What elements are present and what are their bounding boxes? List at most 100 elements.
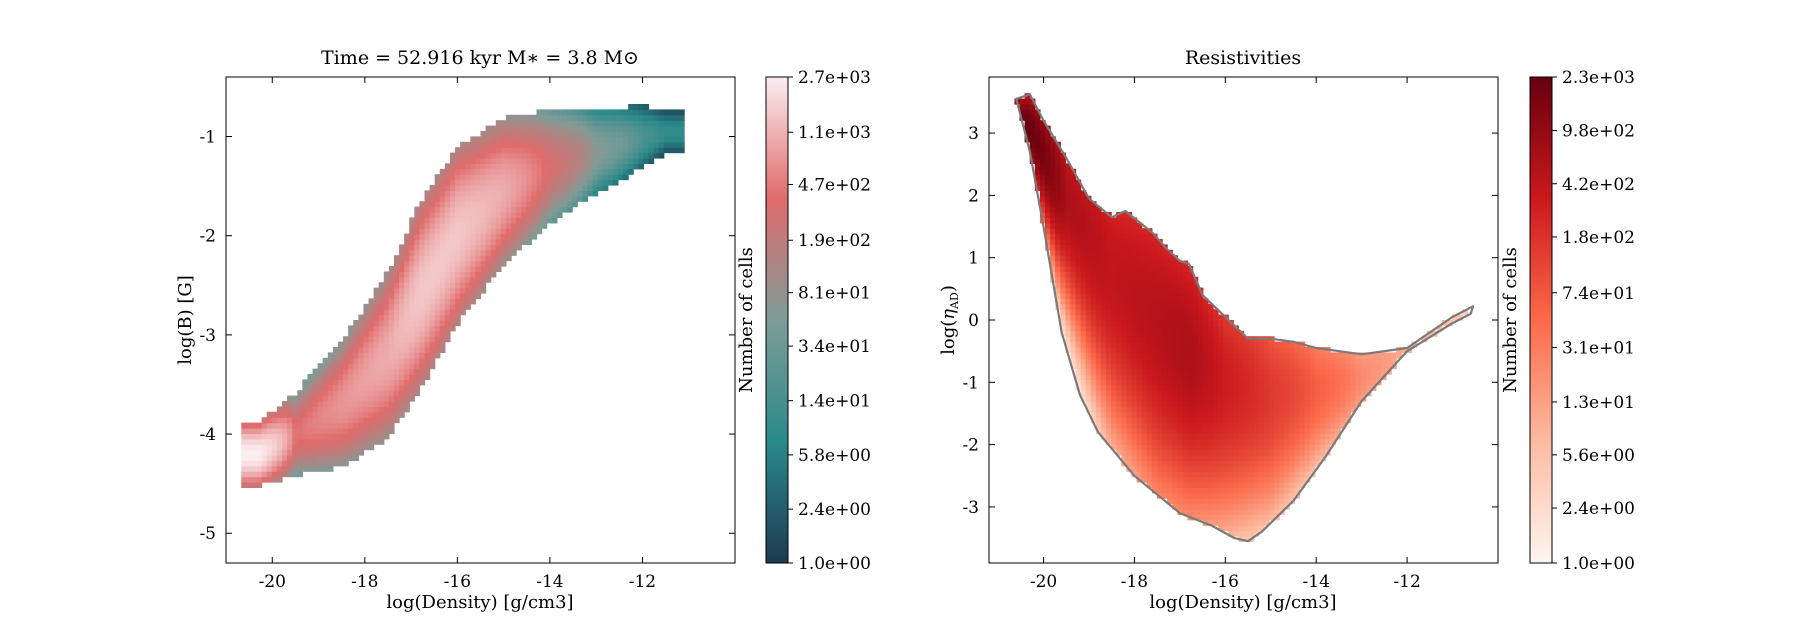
- heatmap-cell: [378, 368, 385, 375]
- heatmap-cell: [1238, 471, 1245, 478]
- heatmap-cell: [1304, 422, 1311, 429]
- heatmap-cell: [1365, 379, 1372, 386]
- heatmap-cell: [363, 401, 370, 407]
- heatmap-cell: [531, 114, 538, 121]
- heatmap-cell: [485, 244, 492, 251]
- heatmap-cell: [449, 168, 456, 175]
- heatmap-cell: [393, 282, 400, 289]
- heatmap-cell: [1299, 368, 1306, 375]
- heatmap-cell: [1100, 363, 1107, 370]
- heatmap-cell: [516, 212, 522, 218]
- heatmap-cell: [1034, 136, 1041, 143]
- heatmap-cell: [1116, 276, 1122, 283]
- heatmap-cell: [546, 195, 553, 202]
- heatmap-cell: [1100, 303, 1107, 310]
- heatmap-cell: [1182, 282, 1189, 289]
- heatmap-cell: [343, 422, 349, 429]
- heatmap-cell: [1090, 276, 1097, 283]
- heatmap-cell: [297, 417, 303, 424]
- heatmap-cell: [516, 152, 522, 159]
- heatmap-cell: [1284, 341, 1290, 348]
- heatmap-cell: [1253, 401, 1260, 407]
- heatmap-cell: [1156, 411, 1163, 418]
- heatmap-cell: [536, 158, 543, 164]
- heatmap-cell: [1314, 384, 1321, 391]
- heatmap-cell: [1289, 428, 1295, 434]
- heatmap-cell: [623, 163, 629, 170]
- heatmap-cell: [1156, 438, 1163, 445]
- heatmap-cell: [1360, 390, 1367, 397]
- heatmap-cell: [480, 212, 487, 218]
- heatmap-cell: [1167, 368, 1173, 375]
- heatmap-cell: [353, 433, 359, 440]
- heatmap-cell: [1192, 282, 1199, 289]
- heatmap-cell: [1126, 244, 1133, 251]
- heatmap-cell: [1355, 379, 1362, 386]
- heatmap-cell: [1080, 309, 1087, 316]
- heatmap-cell: [1253, 525, 1260, 532]
- heatmap-cell: [1319, 384, 1326, 391]
- heatmap-cell: [266, 476, 273, 483]
- heatmap-cell: [1228, 514, 1234, 521]
- heatmap-cell: [465, 185, 471, 191]
- heatmap-cell: [1070, 271, 1077, 278]
- heatmap-cell: [1116, 401, 1122, 407]
- heatmap-cell: [1228, 411, 1234, 418]
- heatmap-cell: [1228, 336, 1234, 343]
- heatmap-cell: [1212, 341, 1219, 348]
- heatmap-cell: [1233, 411, 1240, 418]
- heatmap-cell: [363, 395, 370, 402]
- heatmap-cell: [597, 120, 604, 127]
- heatmap-cell: [521, 158, 527, 164]
- heatmap-cell: [1268, 347, 1275, 353]
- heatmap-cell: [1136, 298, 1143, 305]
- heatmap-cell: [327, 433, 334, 440]
- heatmap-cell: [551, 120, 558, 127]
- heatmap-cell: [1085, 357, 1092, 364]
- heatmap-cell: [1182, 309, 1189, 316]
- heatmap-cell: [572, 195, 578, 202]
- heatmap-cell: [1309, 363, 1316, 370]
- heatmap-cell: [1202, 309, 1209, 316]
- heatmap-cell: [490, 195, 497, 202]
- heatmap-cell: [480, 239, 487, 245]
- heatmap-cell: [1111, 357, 1117, 364]
- heatmap-cell: [1116, 330, 1122, 337]
- heatmap-cell: [1116, 417, 1122, 424]
- heatmap-cell: [1162, 374, 1168, 380]
- heatmap-cell: [1212, 509, 1219, 515]
- heatmap-cell: [1070, 249, 1077, 256]
- heatmap-cell: [470, 255, 477, 262]
- heatmap-cell: [465, 233, 471, 240]
- heatmap-cell: [246, 438, 253, 445]
- heatmap-cell: [1156, 347, 1163, 353]
- heatmap-cell: [1111, 390, 1117, 397]
- heatmap-cell: [1050, 168, 1056, 175]
- heatmap-cell: [1177, 492, 1184, 499]
- heatmap-cell: [434, 212, 441, 218]
- heatmap-cell: [1172, 374, 1178, 380]
- heatmap-cell: [1202, 487, 1209, 494]
- heatmap-cell: [1248, 519, 1255, 526]
- heatmap-cell: [1309, 368, 1316, 375]
- heatmap-cell: [439, 320, 446, 326]
- heatmap-cell: [1212, 498, 1219, 505]
- heatmap-cell: [1309, 401, 1316, 407]
- heatmap-cell: [1121, 374, 1128, 380]
- heatmap-cell: [1309, 374, 1316, 380]
- heatmap-cell: [1314, 411, 1321, 418]
- heatmap-cell: [628, 114, 634, 121]
- heatmap-cell: [505, 185, 512, 191]
- heatmap-cell: [1100, 379, 1107, 386]
- heatmap-cell: [1121, 428, 1128, 434]
- heatmap-cell: [460, 303, 466, 310]
- heatmap-cell: [521, 190, 527, 197]
- heatmap-cell: [1258, 347, 1265, 353]
- heatmap-cell: [1172, 401, 1178, 407]
- heatmap-cell: [1233, 487, 1240, 494]
- heatmap-cell: [409, 374, 415, 380]
- heatmap-cell: [541, 217, 548, 224]
- heatmap-cell: [1146, 395, 1153, 402]
- heatmap-cell: [1085, 271, 1092, 278]
- heatmap-cell: [414, 255, 421, 262]
